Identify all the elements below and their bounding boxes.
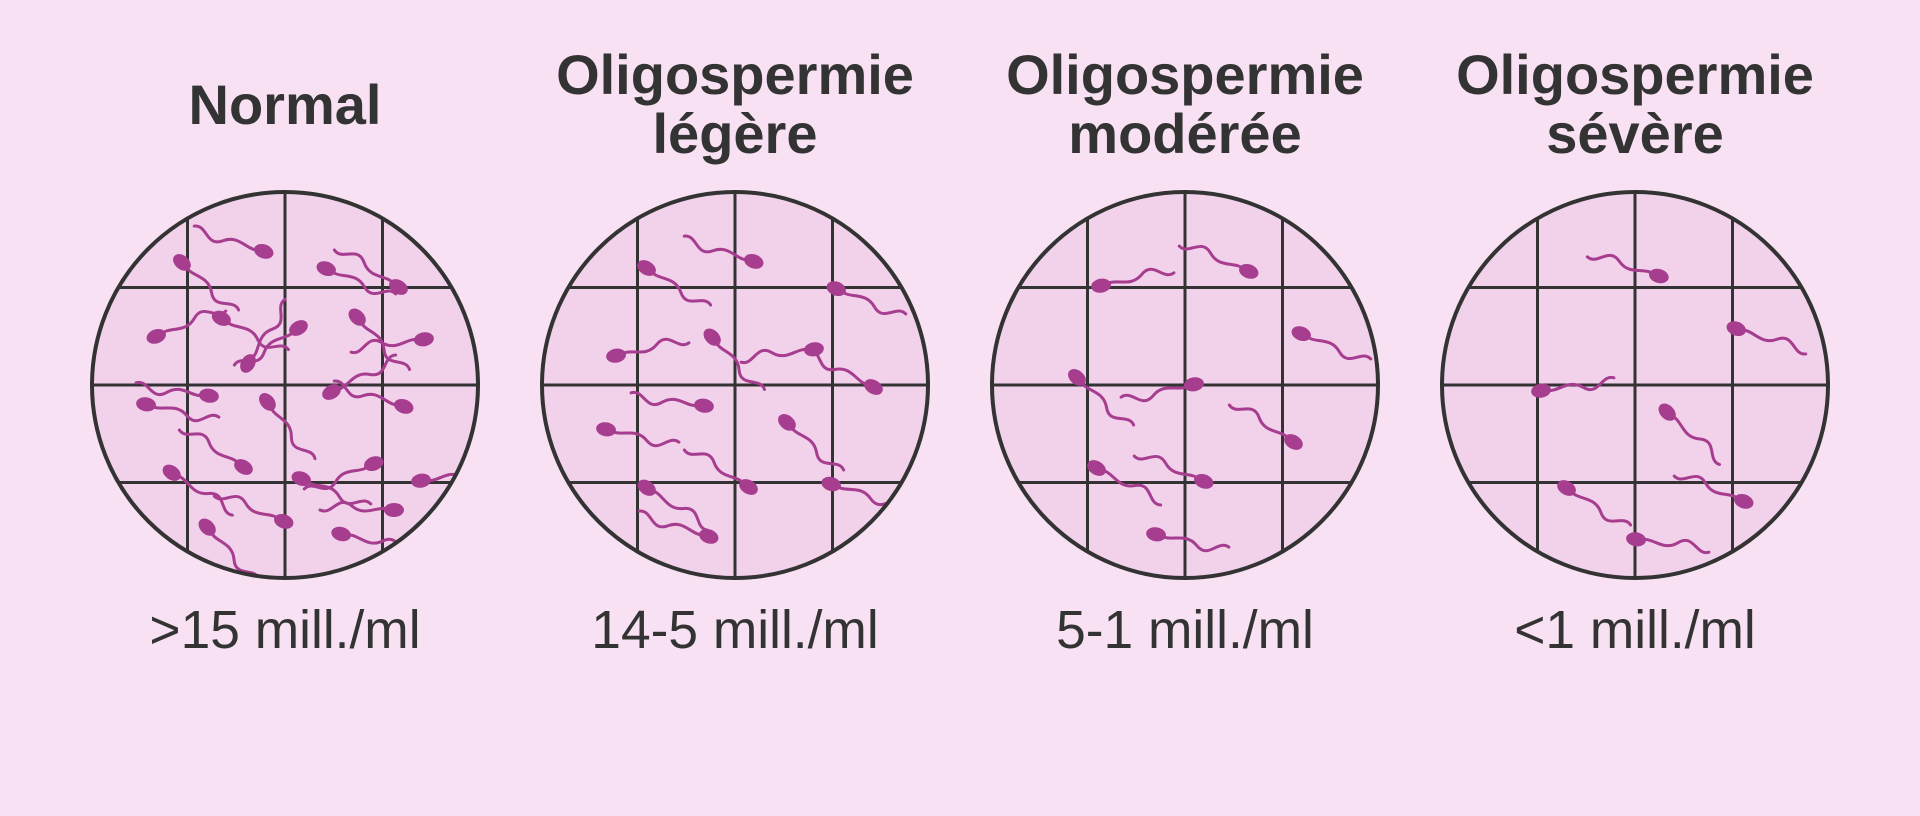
microscope-view	[1440, 190, 1830, 580]
panel-severe: Oligospermie sévère <1 mill./ml	[1410, 40, 1860, 776]
panel-title: Oligospermie légère	[556, 40, 914, 170]
microscope-view	[540, 190, 930, 580]
panel-value: 5-1 mill./ml	[1056, 600, 1314, 661]
microscope-view-svg	[90, 190, 480, 580]
microscope-view-svg	[1440, 190, 1830, 580]
infographic-canvas: Normal	[0, 0, 1920, 816]
panel-normal: Normal	[60, 40, 510, 776]
panel-title: Oligospermie sévère	[1456, 40, 1814, 170]
panel-mild: Oligospermie légère	[510, 40, 960, 776]
panel-value: 14-5 mill./ml	[591, 600, 878, 661]
panel-row: Normal	[0, 0, 1920, 816]
panel-title: Normal	[189, 40, 382, 170]
microscope-view	[990, 190, 1380, 580]
panel-value: >15 mill./ml	[149, 600, 420, 661]
panel-title: Oligospermie modérée	[1006, 40, 1364, 170]
panel-moderate: Oligospermie modérée 5-1 mill./m	[960, 40, 1410, 776]
panel-value: <1 mill./ml	[1514, 600, 1756, 661]
microscope-view-svg	[990, 190, 1380, 580]
microscope-view-svg	[540, 190, 930, 580]
microscope-view	[90, 190, 480, 580]
